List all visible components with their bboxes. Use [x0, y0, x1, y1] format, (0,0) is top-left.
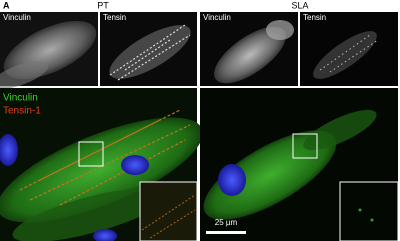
- micrograph: [200, 12, 298, 86]
- micrograph: [300, 12, 398, 86]
- micrograph: [100, 12, 197, 86]
- legend-label: Vinculin: [3, 93, 38, 104]
- channel-label: Vinculin: [3, 13, 31, 22]
- legend-label: Tensin-1: [3, 106, 41, 117]
- channel-label: Vinculin: [203, 13, 231, 22]
- condition-label: PT: [97, 0, 109, 10]
- merge-micrograph: [200, 88, 399, 241]
- condition-label: SLA: [291, 0, 308, 10]
- micrograph: [0, 12, 98, 89]
- merge-micrograph: [0, 88, 203, 241]
- scale-bar-label: 25 µm: [215, 218, 238, 227]
- panel-letter: A: [3, 0, 10, 10]
- channel-label: Tensin: [303, 13, 326, 22]
- channel-label: Tensin: [103, 13, 126, 22]
